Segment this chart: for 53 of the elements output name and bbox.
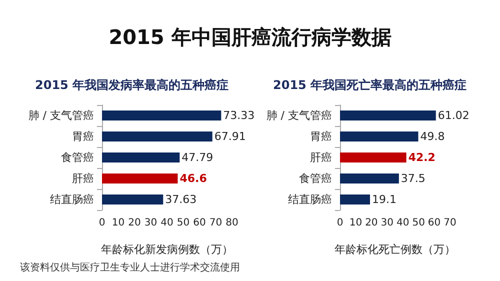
y-tick-label: 肝癌	[310, 151, 332, 164]
y-tick-label: 肺 / 支气管癌	[28, 109, 94, 122]
x-tick-label: 0	[336, 218, 344, 228]
data-label: 37.5	[400, 172, 426, 185]
y-tick-label: 食管癌	[61, 151, 94, 164]
chart-title: 2015 年我国发病率最高的五种癌症	[35, 78, 229, 92]
bar	[102, 174, 178, 184]
bar	[340, 110, 436, 120]
data-label: 49.8	[420, 130, 445, 143]
y-tick-label: 食管癌	[299, 172, 332, 185]
x-tick-label: 40	[160, 218, 174, 228]
x-tick-label: 10	[349, 218, 362, 228]
bar	[340, 174, 399, 184]
x-tick-label: 20	[365, 218, 378, 228]
x-tick-label: 0	[98, 218, 106, 228]
bar	[102, 194, 164, 204]
y-tick-label: 结直肠癌	[288, 193, 332, 206]
x-tick-label: 20	[128, 218, 141, 228]
data-label: 67.91	[214, 130, 246, 143]
x-tick-label: 50	[412, 218, 425, 228]
y-tick-label: 肺 / 支气管癌	[266, 109, 332, 122]
x-tick-label: 60	[428, 218, 441, 228]
y-tick-label: 胃癌	[72, 130, 94, 143]
data-label: 19.1	[372, 193, 397, 206]
bar	[102, 132, 212, 142]
y-tick-label: 胃癌	[310, 130, 332, 143]
x-tick-label: 40	[396, 218, 410, 228]
text: 2015 年中国肝癌流行病学数据	[108, 25, 392, 49]
data-label: 61.02	[438, 109, 470, 122]
y-tick-label: 肝癌	[72, 172, 94, 185]
x-tick-label: 10	[112, 218, 125, 228]
bar	[340, 132, 418, 142]
x-tick-label: 30	[144, 218, 158, 228]
x-tick-label: 70	[209, 218, 222, 228]
x-tick-label: 80	[226, 218, 238, 228]
chart-title: 2015 年我国死亡率最高的五种癌症	[273, 78, 467, 92]
x-axis-title: 年龄标化死亡例数（万）	[334, 243, 456, 256]
data-label: 42.2	[408, 151, 436, 164]
data-label: 46.6	[180, 172, 208, 185]
y-tick-label: 结直肠癌	[50, 193, 94, 206]
data-label: 47.79	[182, 151, 214, 164]
data-label: 73.33	[223, 109, 255, 122]
x-tick-label: 60	[193, 218, 206, 228]
bar	[102, 152, 180, 162]
x-tick-label: 50	[176, 218, 190, 228]
data-label: 37.63	[165, 193, 197, 206]
bar	[340, 152, 406, 162]
bar	[102, 110, 222, 120]
x-axis-title: 年龄标化新发病例数（万）	[101, 243, 233, 256]
x-tick-label: 30	[380, 218, 394, 228]
x-tick-label: 70	[444, 218, 456, 228]
bar	[340, 194, 370, 204]
text: 该资料仅供与医疗卫生专业人士进行学术交流使用	[20, 262, 240, 274]
